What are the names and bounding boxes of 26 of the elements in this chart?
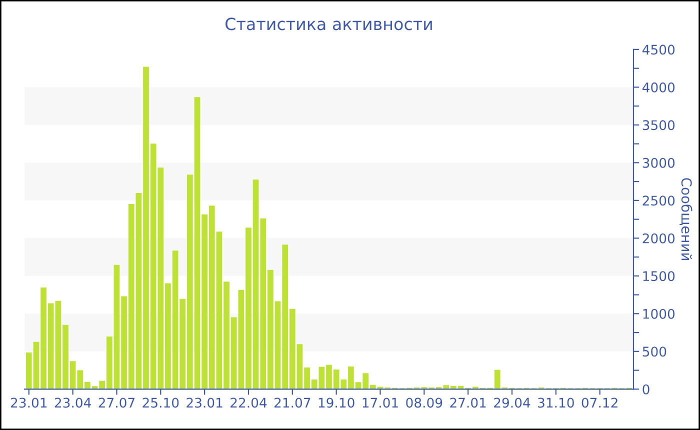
y-tick-label: 4000 (642, 82, 675, 92)
x-tick-label: 29.04 (494, 398, 530, 408)
x-tick-label: 07.12 (582, 398, 618, 408)
x-tick-label: 17.01 (362, 398, 398, 408)
y-tick-label: 3500 (642, 120, 675, 130)
y-tick-label: 3000 (642, 158, 675, 168)
x-tick-label: 21.07 (274, 398, 310, 408)
y-tick-label: 2500 (642, 196, 675, 206)
chart-title: Статистика активности (226, 18, 432, 30)
x-tick-label: 19.10 (318, 398, 354, 408)
x-tick-label: 22.04 (230, 398, 267, 408)
x-tick-label: 08.09 (406, 398, 442, 408)
x-tick-label: 23.01 (10, 398, 47, 408)
y-tick-label: 2000 (642, 233, 675, 244)
y-tick-label: 4500 (642, 44, 675, 55)
y-tick-label: 1500 (643, 271, 675, 282)
x-tick-label: 27.07 (98, 398, 134, 408)
y-tick-label: 500 (642, 346, 666, 357)
x-tick-label: 27.01 (450, 398, 486, 408)
y-tick-label: 1000 (643, 308, 675, 319)
x-tick-label: 31.10 (538, 398, 574, 408)
y-tick-label: 0 (642, 384, 650, 394)
y-axis-title: Сообщений (680, 178, 692, 260)
x-tick-label: 25.10 (142, 398, 179, 408)
x-tick-label: 23.01 (186, 398, 222, 408)
x-tick-label: 23.04 (54, 398, 91, 408)
